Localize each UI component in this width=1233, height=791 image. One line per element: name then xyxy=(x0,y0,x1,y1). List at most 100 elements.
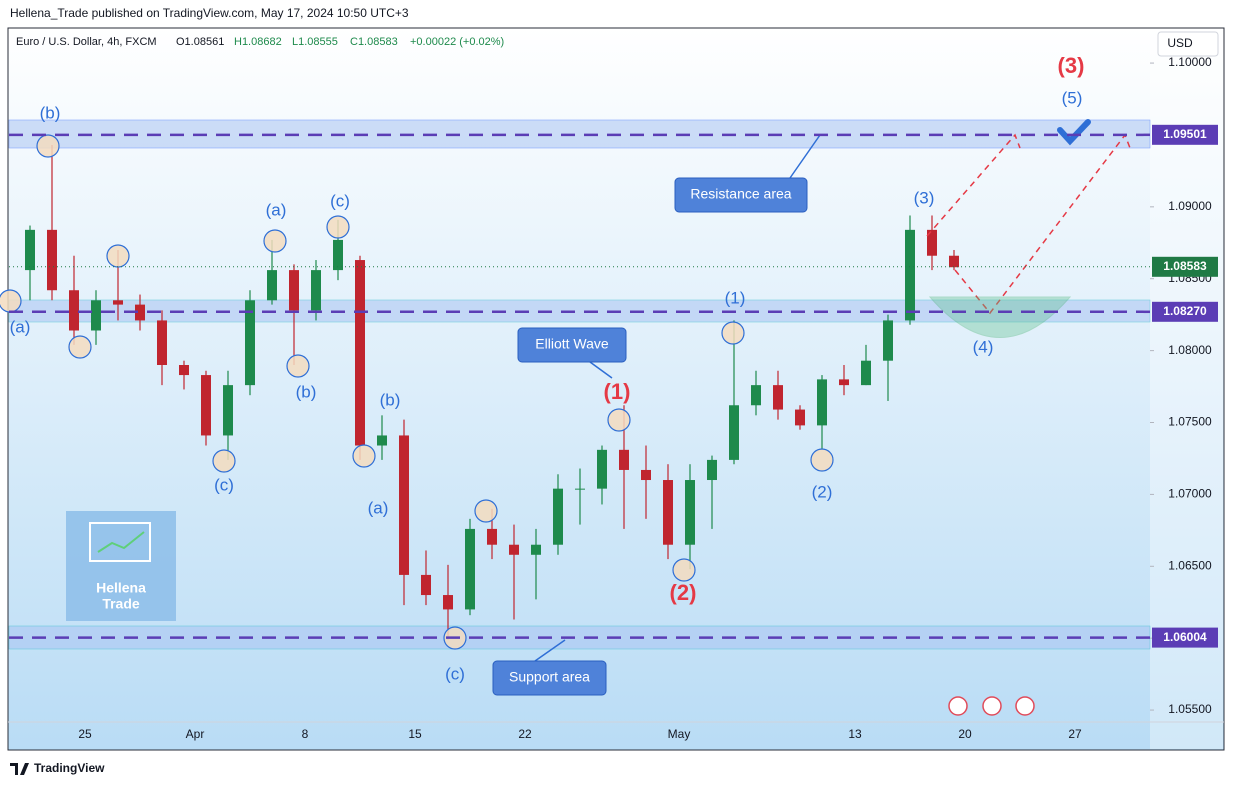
axes: 1.055001.060001.065001.070001.075001.080… xyxy=(9,55,1218,741)
currency-button[interactable] xyxy=(1157,31,1219,57)
candle-body xyxy=(487,528,497,545)
pivot-marker xyxy=(607,408,631,432)
pivot-marker xyxy=(352,444,376,468)
price-level-label: 1.08270 xyxy=(1163,304,1207,318)
ohlc-value: L1.08555 xyxy=(292,36,338,48)
candle-body xyxy=(443,595,453,610)
candle-body xyxy=(663,480,673,545)
candle-body xyxy=(817,379,827,426)
event-icon xyxy=(982,696,1002,716)
x-tick-label: 22 xyxy=(518,727,532,741)
candle-body xyxy=(619,449,629,470)
event-icons xyxy=(948,696,1035,716)
y-tick-label: 1.05500 xyxy=(1168,702,1212,716)
candle-body xyxy=(333,239,343,271)
logo: Hellena Trade xyxy=(66,511,176,621)
pivot-marker xyxy=(474,499,498,523)
callout-pointer xyxy=(534,639,566,662)
wave-label: (a) xyxy=(10,317,31,336)
pivot-marker xyxy=(672,558,696,582)
x-tick-label: 13 xyxy=(848,727,862,741)
y-tick-label: 1.10000 xyxy=(1168,55,1212,69)
logo-text: Trade xyxy=(102,596,140,612)
candle-body xyxy=(773,385,783,410)
wave-label: (4) xyxy=(973,337,994,356)
x-tick-label: 20 xyxy=(958,727,972,741)
y-tick-label: 1.07000 xyxy=(1168,487,1212,501)
currency-label: USD xyxy=(1167,36,1193,50)
callout-pointer xyxy=(789,134,821,179)
candle-body xyxy=(25,229,35,271)
candle-body xyxy=(465,528,475,610)
symbol-info: Euro / U.S. Dollar, 4h, FXCM xyxy=(16,36,157,48)
candle-body xyxy=(509,544,519,555)
x-tick-label: 25 xyxy=(78,727,92,741)
callout-box xyxy=(492,660,607,696)
logo-text: Hellena xyxy=(96,580,146,596)
pivot-marker xyxy=(263,229,287,253)
price-level-tag xyxy=(1152,256,1218,277)
wave-label: (5) xyxy=(1062,88,1083,107)
footer-logo xyxy=(10,763,29,775)
event-icon xyxy=(1015,696,1035,716)
callout-text: Elliott Wave xyxy=(535,336,609,352)
y-tick-label: 1.07500 xyxy=(1168,415,1212,429)
wave-label: (c) xyxy=(330,191,350,210)
wave-label: (2) xyxy=(812,482,833,501)
wave-label: (1) xyxy=(604,379,631,404)
candle-body xyxy=(355,260,365,446)
callout-text: Resistance area xyxy=(690,186,791,202)
callout-box xyxy=(674,177,808,213)
callout-text: Support area xyxy=(509,669,590,685)
callout-pointer xyxy=(589,361,613,379)
wave-label: (b) xyxy=(40,103,61,122)
ohlc-info: O1.08561 H1.08682 L1.08555 C1.08583 +0.00022… xyxy=(176,36,504,48)
price-level-tag xyxy=(1152,124,1218,145)
pivot-marker xyxy=(721,321,745,345)
wave-label: (3) xyxy=(1058,53,1085,78)
candle-body xyxy=(245,300,255,386)
logo-box xyxy=(66,511,176,621)
price-level-tag xyxy=(1152,627,1218,648)
candle-body xyxy=(883,320,893,361)
candle-body xyxy=(377,435,387,446)
check-mark xyxy=(1057,119,1091,146)
y-tick-label: 1.06500 xyxy=(1168,558,1212,572)
ohlc-value: H1.08682 xyxy=(234,36,282,48)
projection-line xyxy=(954,133,1131,315)
x-tick-label: 15 xyxy=(408,727,422,741)
wave-label: (3) xyxy=(914,188,935,207)
candle-body xyxy=(531,544,541,555)
footer-brand: TradingView xyxy=(34,761,105,775)
ohlc-value: O1.08561 xyxy=(176,36,224,48)
wave-label: (b) xyxy=(296,382,317,401)
overlay: (b) (a) (a) (c) (b) (c) (b) (a) (c) (1) (1) (2) (2) (… xyxy=(0,53,1131,716)
candle-body xyxy=(861,360,871,386)
price-level-label: 1.09501 xyxy=(1163,127,1207,141)
ohlc-value: C1.08583 xyxy=(350,36,398,48)
candle-body xyxy=(289,270,299,311)
x-tick-label: 27 xyxy=(1068,727,1082,741)
candle-body xyxy=(179,365,189,376)
candle-body xyxy=(597,449,607,489)
candle-body xyxy=(267,270,277,301)
pivot-marker xyxy=(36,134,60,158)
pivot-marker xyxy=(326,215,350,239)
candle-body xyxy=(91,300,101,331)
logo-line xyxy=(97,531,145,553)
wave-label: (a) xyxy=(368,498,389,517)
callout-box xyxy=(517,327,627,363)
wave-label: (c) xyxy=(214,475,234,494)
pivot-marker xyxy=(0,289,22,313)
candle-body xyxy=(223,385,233,436)
candle-body xyxy=(795,409,805,426)
wave-4-bowl xyxy=(928,296,1072,338)
candle-body xyxy=(575,488,585,490)
pivot-marker xyxy=(106,244,130,268)
wave-label: (c) xyxy=(445,664,465,683)
projection-line xyxy=(926,133,1021,237)
x-tick-label: 8 xyxy=(302,727,309,741)
candle-body xyxy=(157,320,167,366)
candle-body xyxy=(421,574,431,596)
